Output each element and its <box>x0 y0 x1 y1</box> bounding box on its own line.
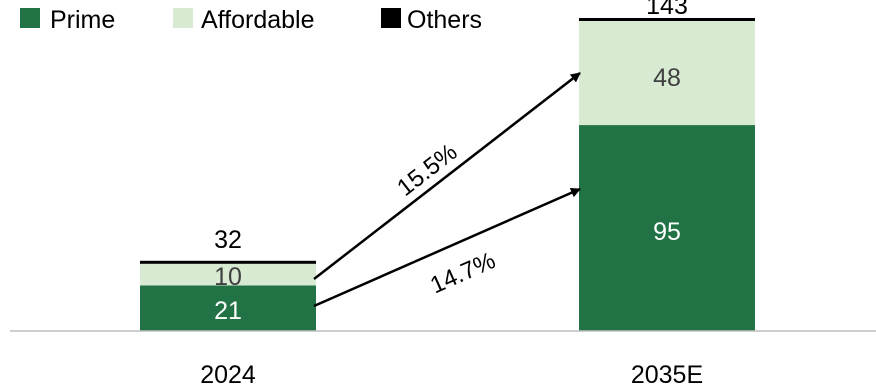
cagr-arrow-prime <box>313 187 581 308</box>
legend-item-affordable: Affordable <box>173 6 315 34</box>
bar-prime-2035e <box>579 125 755 332</box>
legend-swatch-affordable <box>173 8 193 28</box>
data-label-affordable-2024: 10 <box>214 263 242 291</box>
x-tick-label-2035e: 2035E <box>631 361 703 388</box>
bar-affordable-2035e <box>579 21 755 126</box>
data-label-affordable-2035e: 48 <box>653 64 681 92</box>
legend-label-affordable: Affordable <box>201 6 315 34</box>
data-label-prime-2024: 21 <box>214 297 242 325</box>
cagr-arrow-total <box>313 72 581 280</box>
legend-item-prime: Prime <box>20 6 115 34</box>
x-tick-label-2024: 2024 <box>200 361 256 388</box>
legend-swatch-prime <box>20 8 40 28</box>
total-label-2035e: 143 <box>646 0 688 20</box>
bar-others-2035e <box>579 18 755 21</box>
legend-label-others: Others <box>407 6 482 34</box>
bars-layer <box>140 18 755 332</box>
legend-label-prime: Prime <box>50 6 115 34</box>
bar-prime-2024 <box>140 285 316 331</box>
legend: Prime Affordable Others <box>20 6 482 34</box>
bar-affordable-2024 <box>140 263 316 286</box>
legend-item-others: Others <box>381 6 482 34</box>
cagr-label-prime: 14.7% <box>426 247 499 299</box>
total-label-2024: 32 <box>214 226 242 254</box>
data-label-prime-2035e: 95 <box>653 218 681 246</box>
legend-swatch-others <box>381 8 401 28</box>
bar-others-2024 <box>140 260 316 264</box>
